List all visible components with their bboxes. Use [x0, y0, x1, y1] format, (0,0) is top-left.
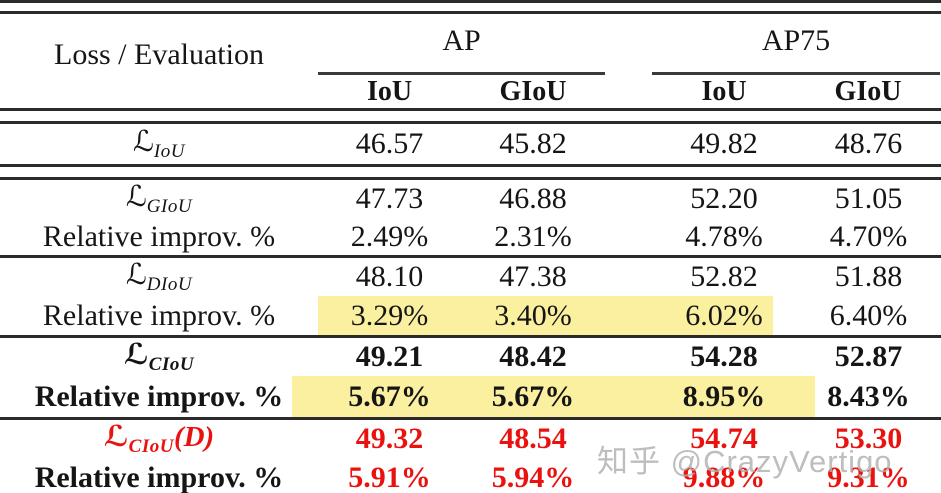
value-cell: 45.82 [499, 127, 567, 160]
loss-symbol: ℒ [133, 124, 154, 158]
value-cell: 8.95% [682, 379, 766, 413]
value-cell: 53.30 [834, 422, 903, 455]
table-row-ldiou: ℒDIoU 48.10 47.38 52.82 51.88 [0, 258, 941, 296]
loss-subscript: CIoU [148, 354, 195, 375]
row-label-lcioud: ℒCIoU(D) [0, 419, 318, 457]
zhihu-watermark: 知乎 @CrazyVertigo [597, 444, 893, 479]
value-cell: 49.21 [355, 340, 424, 373]
value-cell: 48.76 [834, 127, 903, 160]
loss-subscript: GIoU [146, 196, 193, 217]
loss-symbol: ℒ [125, 179, 147, 213]
header-double-rule [0, 108, 941, 124]
loss-subscript: DIoU [146, 274, 193, 295]
table-header: Loss / Evaluation AP AP75 IoU GIoU IoU G… [0, 14, 941, 108]
value-cell: 48.10 [355, 260, 424, 293]
value-cell: 2.31% [494, 219, 572, 253]
loss-symbol: ℒ [103, 419, 129, 453]
row-label-improv: Relative improv. % [34, 461, 284, 493]
cmidrule-ap [318, 72, 605, 75]
cmidrule-ap75 [652, 72, 940, 75]
table-row-cioud-improv: Relative improv. % 5.91% 5.94% 9.88% 9.3… [0, 458, 941, 493]
row-label-lciou: ℒCIoU [0, 337, 318, 375]
table-row-lciou: ℒCIoU 49.21 48.42 54.28 52.87 [0, 338, 941, 376]
value-cell: 8.43% [827, 379, 910, 413]
row-label-improv: Relative improv. % [42, 298, 276, 332]
value-cell: 54.74 [690, 422, 758, 455]
loss-symbol: ℒ [123, 337, 149, 371]
value-cell: 9.31% [827, 461, 910, 493]
row-label-improv: Relative improv. % [42, 219, 276, 253]
value-cell: 3.40% [494, 298, 572, 332]
section-double-rule [0, 164, 941, 180]
value-cell: 47.38 [499, 260, 567, 293]
table-row-lgiou: ℒGIoU 47.73 46.88 52.20 51.05 [0, 180, 941, 218]
value-cell: 47.73 [355, 182, 424, 215]
row-label-improv: Relative improv. % [34, 379, 284, 413]
row-label-ldiou: ℒDIoU [0, 257, 318, 295]
loss-suffix: (D) [173, 421, 215, 453]
loss-symbol: ℒ [125, 257, 147, 291]
subheader-ap-iou: IoU [366, 76, 413, 107]
table-row-diou-improv: Relative improv. % 3.29% 3.40% 6.02% 6.4… [0, 296, 941, 335]
section-rule [0, 255, 941, 258]
value-cell: 5.91% [348, 461, 431, 493]
column-group-ap75: AP75 [761, 24, 831, 57]
value-cell: 6.40% [829, 298, 908, 332]
value-cell: 6.02% [685, 298, 763, 332]
value-cell: 54.28 [690, 340, 758, 373]
column-group-ap: AP [442, 24, 481, 57]
value-cell: 46.57 [355, 127, 424, 160]
table-row-lcioud: ℒCIoU(D) 49.32 48.54 54.74 53.30 [0, 420, 941, 458]
value-cell: 48.54 [499, 422, 567, 455]
subheader-ap-giou: GIoU [499, 76, 567, 107]
value-cell: 48.42 [499, 340, 567, 373]
row-label-liou: ℒIoU [0, 124, 318, 162]
highlight-band [292, 376, 815, 417]
value-cell: 49.32 [355, 422, 424, 455]
value-cell: 51.05 [834, 182, 903, 215]
subheader-ap75-iou: IoU [701, 76, 747, 107]
value-cell: 5.94% [491, 461, 575, 493]
table-top-rule [0, 0, 941, 14]
section-rule [0, 417, 941, 420]
value-cell: 52.20 [690, 182, 758, 215]
table-row-liou: ℒIoU 46.57 45.82 49.82 48.76 [0, 124, 941, 164]
value-cell: 2.49% [350, 219, 429, 253]
value-cell: 3.29% [350, 298, 429, 332]
value-cell: 4.70% [829, 219, 908, 253]
value-cell: 4.78% [685, 219, 763, 253]
corner-header: Loss / Evaluation [54, 38, 264, 71]
loss-subscript: CIoU [128, 436, 174, 457]
value-cell: 46.88 [499, 182, 567, 215]
value-cell: 49.82 [690, 127, 758, 160]
value-cell: 52.82 [690, 260, 758, 293]
section-rule [0, 335, 941, 338]
subheader-ap75-giou: GIoU [834, 76, 902, 107]
table-row-ciou-improv: Relative improv. % 5.67% 5.67% 8.95% 8.4… [0, 376, 941, 417]
highlight-band [318, 296, 773, 335]
value-cell: 5.67% [491, 379, 575, 413]
value-cell: 52.87 [834, 340, 903, 373]
value-cell: 51.88 [834, 260, 903, 293]
row-label-lgiou: ℒGIoU [0, 179, 318, 217]
value-cell: 5.67% [348, 379, 431, 413]
loss-subscript: IoU [153, 141, 185, 162]
value-cell: 9.88% [682, 461, 766, 493]
table-row-giou-improv: Relative improv. % 2.49% 2.31% 4.78% 4.7… [0, 218, 941, 255]
